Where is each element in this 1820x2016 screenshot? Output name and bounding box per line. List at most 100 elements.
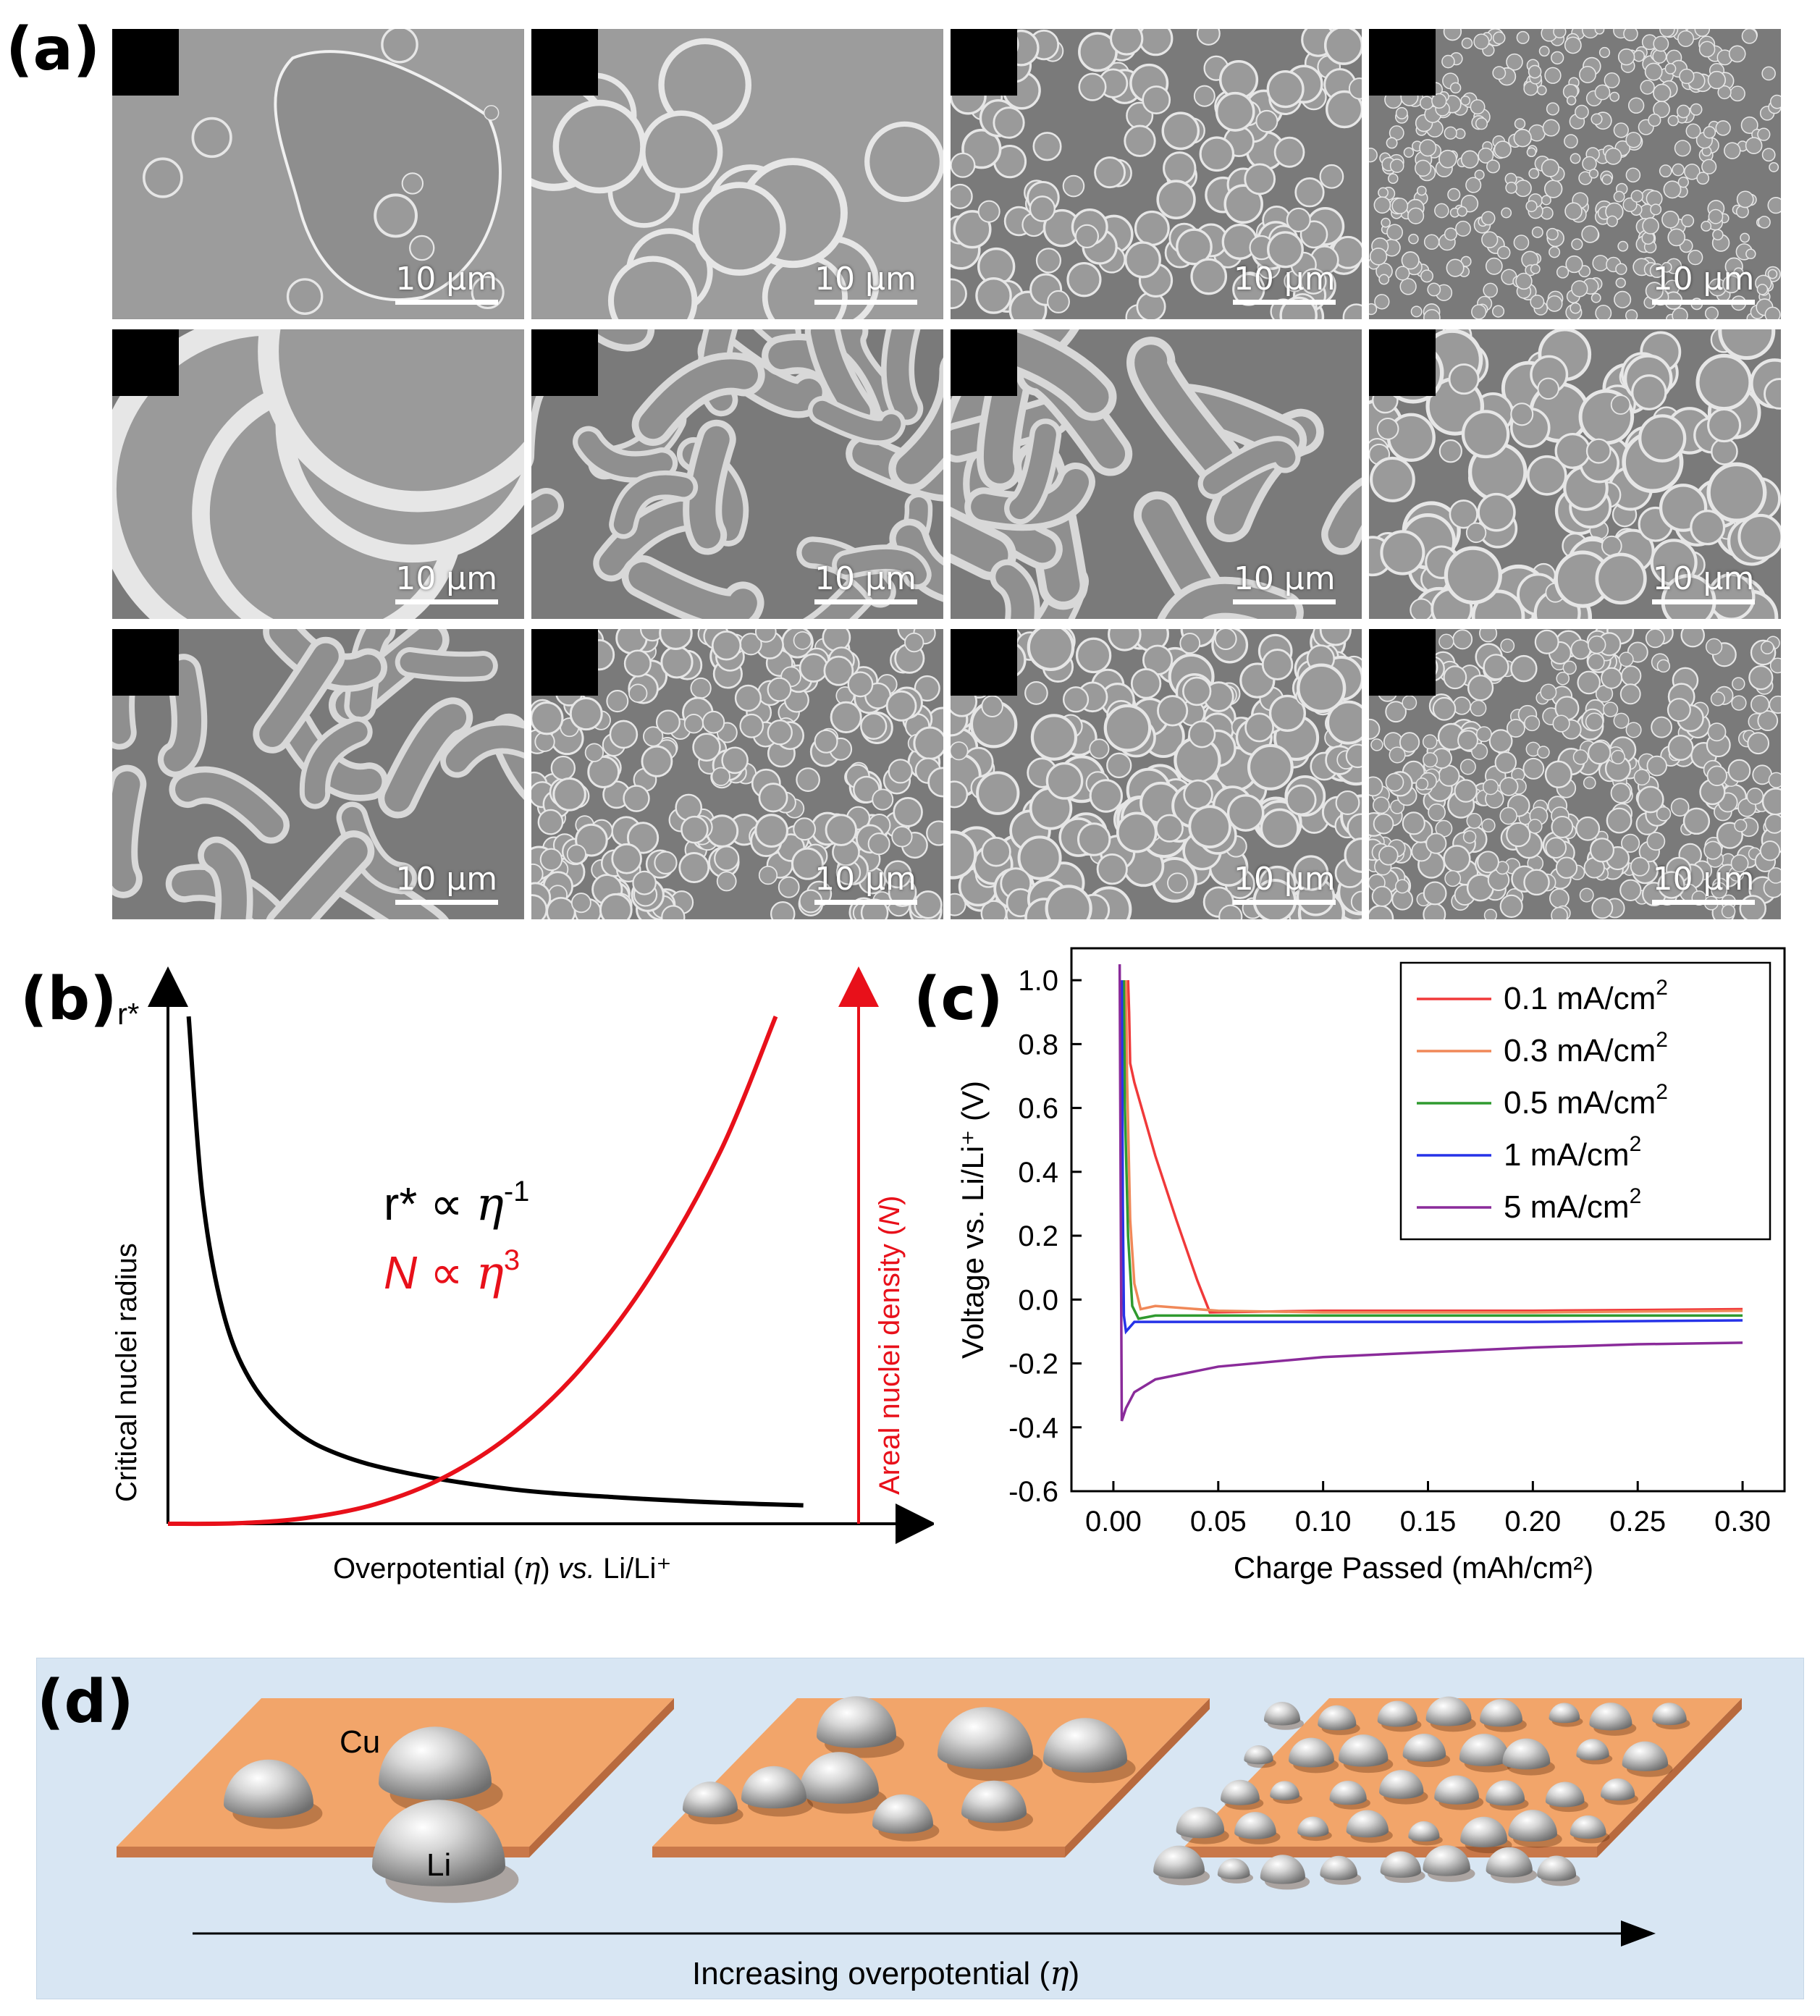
sem-image-grid: 10 µm 10 µm 10 µm 10 µm 10 µm 10 µm 10 µm 10 µm… [112, 29, 1781, 919]
panel-d-cu-label: Cu [340, 1724, 380, 1760]
sem-scale-bar-label: 10 µm [395, 560, 498, 598]
panel-d-li-nucleus [1460, 1816, 1508, 1847]
panel-d-li-nucleus [1260, 1855, 1305, 1884]
sem-image-r2c3: 10 µm [950, 329, 1362, 620]
sem-label-mask [112, 629, 179, 696]
sem-scale-bar-line [1233, 299, 1336, 305]
panel-d-li-nucleus [1408, 1821, 1440, 1842]
sem-scale-bar-label: 10 µm [395, 260, 498, 298]
panel-d-li-nucleus [1289, 1737, 1334, 1768]
panel-d-substrate-side [1065, 1698, 1210, 1857]
panel-c-y-tick-label: 0.2 [1018, 1220, 1058, 1252]
panel-d-li-nucleus [1622, 1741, 1669, 1771]
panel-c-legend [1399, 961, 1771, 1241]
sem-scale-bar: 10 µm [395, 863, 498, 905]
panel-d-li-nucleus [1297, 1816, 1329, 1837]
panel-c-x-tick-label: 0.25 [1609, 1506, 1666, 1538]
sem-label-mask [950, 629, 1017, 696]
sem-scale-bar: 10 µm [1652, 560, 1755, 605]
panel-d-li-nucleus [1043, 1718, 1127, 1773]
sem-image-r3c1: 10 µm [112, 629, 524, 919]
sem-image-r1c1: 10 µm [112, 29, 524, 319]
panel-d-li-nucleus [1402, 1734, 1446, 1762]
panel-b-y-label: Critical nuclei radius [111, 1243, 143, 1502]
sem-scale-bar-label: 10 µm [1233, 860, 1336, 898]
panel-d-schematic: (d) Li Cu Increasing overpotential (η) [36, 1658, 1804, 1999]
panel-c-series-line [1120, 980, 1743, 1335]
sem-image-r2c1: 10 µm [112, 329, 524, 620]
sem-scale-bar-label: 10 µm [1233, 260, 1336, 298]
sem-label-mask [531, 629, 598, 696]
panel-d-li-nucleus [872, 1794, 933, 1834]
panel-c-y-tick-label: -0.4 [1008, 1412, 1058, 1444]
sem-image-r3c2: 10 µm [531, 629, 943, 919]
panel-c-y-tick-label: -0.2 [1008, 1349, 1058, 1380]
sem-scale-bar-line [395, 299, 498, 305]
panel-c-x-tick-label: 0.20 [1504, 1506, 1561, 1538]
sem-scale-bar-line [814, 599, 917, 605]
sem-image-r3c4: 10 µm [1369, 629, 1781, 919]
panel-d-li-label: Li [426, 1847, 451, 1883]
sem-scale-bar: 10 µm [1233, 860, 1336, 905]
panel-d-li-nucleus [1434, 1775, 1479, 1805]
panel-c-x-label: Charge Passed (mAh/cm²) [1234, 1551, 1593, 1585]
panel-d-li-nucleus [961, 1780, 1027, 1823]
sem-label-mask [1369, 629, 1436, 696]
panel-d-li-nucleus [799, 1752, 879, 1804]
panel-b-equation-r: r* ∝ η-1 [384, 1176, 529, 1231]
panel-c-y-tick-label: 0.8 [1018, 1029, 1058, 1060]
sem-image-r2c2: 10 µm [531, 329, 943, 620]
panel-d-li-nucleus [379, 1726, 492, 1800]
panel-d-li-nucleus [1652, 1703, 1687, 1726]
panel-d-li-nucleus [1589, 1703, 1632, 1731]
panel-d-li-nucleus [1270, 1781, 1299, 1800]
panel-c-series-line [1122, 980, 1743, 1320]
sem-scale-bar: 10 µm [395, 560, 498, 605]
panel-d-li-nucleus [1264, 1702, 1300, 1726]
sem-scale-bar-label: 10 µm [814, 260, 917, 298]
sem-scale-bar: 10 µm [1233, 263, 1336, 305]
panel-c-series-line [1124, 980, 1743, 1314]
sem-scale-bar: 10 µm [395, 263, 498, 305]
panel-d-li-nucleus [1380, 1851, 1421, 1878]
panel-b-equation-n: N ∝ η3 [384, 1244, 520, 1300]
panel-d-li-nucleus [1480, 1699, 1522, 1727]
panel-d-li-nucleus [1486, 1780, 1525, 1806]
panel-d-li-nucleus [1234, 1812, 1276, 1839]
panel-d-li-nucleus [1425, 1696, 1472, 1726]
panel-d-li-nucleus [372, 1800, 505, 1886]
sem-scale-bar: 10 µm [1652, 263, 1755, 305]
sem-label-mask [950, 329, 1017, 396]
sem-scale-bar-line [1652, 599, 1755, 605]
panel-d-li-nucleus [1379, 1770, 1424, 1799]
panel-d-li-nucleus [1576, 1739, 1609, 1760]
sem-scale-bar-line [1652, 299, 1755, 305]
panel-c-x-tick-label: 0.05 [1190, 1506, 1247, 1538]
sem-label-mask [531, 329, 598, 396]
panel-b-nuclei-density-curve [167, 1016, 778, 1527]
panel-c-y-tick-label: 1.0 [1018, 965, 1058, 997]
panel-d-li-nucleus [1570, 1815, 1606, 1839]
sem-scale-bar: 10 µm [1233, 560, 1336, 605]
panel-d-li-nucleus [1176, 1807, 1225, 1839]
panel-d-li-nucleus [1217, 1858, 1250, 1880]
panel-d-li-nucleus [1486, 1847, 1533, 1878]
sem-scale-bar: 10 µm [814, 263, 917, 305]
sem-scale-bar-label: 10 µm [1652, 860, 1755, 898]
panel-c-label: (c) [914, 965, 1003, 1034]
panel-b-chart: r* Critical nuclei radius Areal nuclei d… [111, 966, 934, 1585]
panel-d-li-nucleus [741, 1766, 806, 1809]
sem-scale-bar-label: 10 µm [814, 560, 917, 598]
panel-c-legend-entry: 5 mA/cm2 [1504, 1184, 1641, 1225]
panel-d-li-nucleus [1377, 1700, 1417, 1727]
sem-scale-bar: 10 µm [814, 560, 917, 605]
panel-d-li-nucleus [1459, 1734, 1509, 1766]
sem-scale-bar-label: 10 µm [1652, 260, 1755, 298]
panel-c-x-tick-label: 0.10 [1295, 1506, 1352, 1538]
sem-scale-bar: 10 µm [814, 863, 917, 905]
sem-scale-bar-label: 10 µm [1233, 560, 1336, 598]
panel-c-legend-entry: 0.1 mA/cm2 [1504, 976, 1668, 1016]
panel-c-series-line [1126, 980, 1743, 1314]
panel-d-li-nucleus [1221, 1779, 1260, 1805]
sem-scale-bar-label: 10 µm [1652, 560, 1755, 598]
